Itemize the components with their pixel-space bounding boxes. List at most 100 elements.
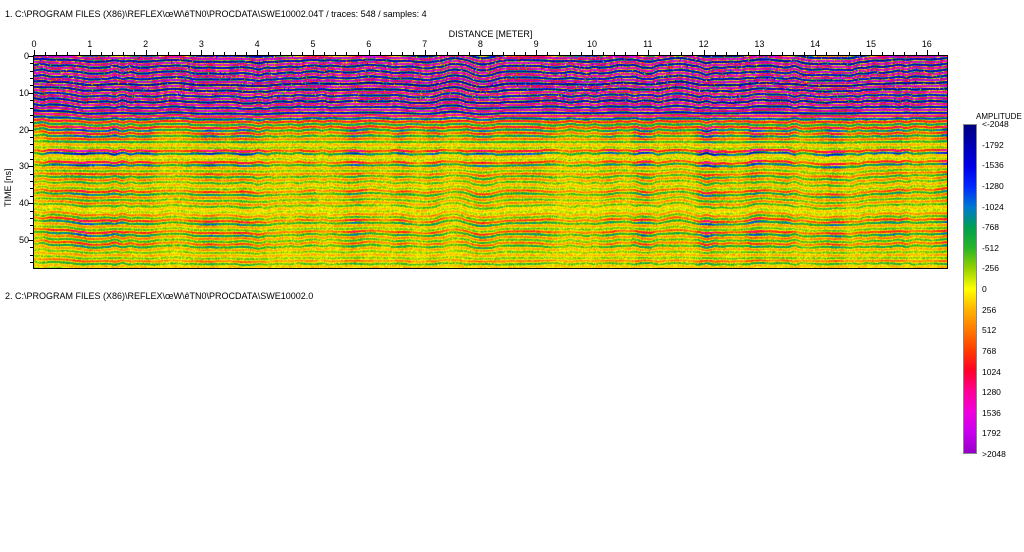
distance-minor-tick — [402, 52, 404, 55]
colorbar-tick-label: -1792 — [982, 139, 1004, 150]
distance-minor-tick — [580, 52, 582, 55]
time-tick-label: 30 — [18, 161, 29, 172]
distance-minor-tick — [547, 52, 549, 55]
distance-tick-mark — [313, 50, 314, 55]
distance-tick-mark — [424, 50, 426, 55]
distance-minor-tick — [804, 52, 806, 55]
distance-tick-mark — [89, 50, 91, 55]
distance-minor-tick — [391, 52, 393, 55]
distance-minor-tick — [45, 52, 47, 55]
distance-minor-tick — [357, 52, 359, 55]
distance-minor-tick — [413, 52, 415, 55]
colorbar-tick-label: 1536 — [982, 407, 1001, 418]
distance-tick-label: 13 — [754, 39, 765, 49]
radargram-frame — [33, 55, 948, 269]
colorbar-tick-label: 256 — [982, 304, 997, 315]
colorbar-tick-label: 1024 — [982, 366, 1001, 377]
distance-tick-label: 0 — [31, 39, 37, 49]
distance-minor-tick — [714, 52, 716, 55]
distance-tick-label: 9 — [533, 39, 539, 49]
distance-tick-label: 11 — [643, 39, 653, 49]
distance-tick-label: 12 — [698, 39, 709, 49]
distance-minor-tick — [223, 52, 225, 55]
radargram-canvas[interactable] — [34, 56, 947, 268]
distance-minor-tick — [614, 52, 616, 55]
colorbar-tick-label: -1536 — [982, 160, 1004, 171]
time-minor-tick — [30, 144, 33, 146]
distance-minor-tick — [379, 52, 381, 55]
colorbar-tick-label: -1280 — [982, 180, 1004, 191]
distance-tick-mark — [201, 50, 203, 55]
distance-minor-tick — [56, 52, 58, 55]
distance-minor-tick — [190, 52, 192, 55]
distance-minor-tick — [156, 52, 158, 55]
distance-minor-tick — [234, 52, 236, 55]
distance-minor-tick — [112, 52, 114, 55]
distance-minor-tick — [859, 52, 861, 55]
distance-tick-label: 7 — [422, 39, 428, 49]
colorbar-tick-label: 512 — [982, 325, 997, 336]
time-minor-tick — [30, 232, 33, 234]
colorbar-tick-label: 768 — [982, 345, 997, 356]
colorbar-tick-label: <-2048 — [982, 119, 1009, 129]
distance-minor-tick — [167, 52, 169, 55]
distance-minor-tick — [446, 52, 448, 55]
distance-tick-mark — [257, 50, 259, 55]
time-minor-tick — [30, 107, 33, 109]
time-tick-mark — [28, 203, 33, 205]
distance-minor-tick — [837, 52, 839, 55]
distance-minor-tick — [781, 52, 783, 55]
distance-minor-tick — [290, 52, 292, 55]
distance-minor-tick — [848, 52, 850, 55]
distance-tick-label: 6 — [366, 39, 372, 49]
colorbar-tick-label: >2048 — [982, 449, 1006, 459]
distance-minor-tick — [826, 52, 828, 55]
distance-tick-mark — [480, 50, 482, 55]
distance-tick-label: 16 — [921, 39, 932, 49]
distance-minor-tick — [458, 52, 460, 55]
distance-tick-label: 3 — [198, 39, 204, 49]
distance-tick-label: 15 — [865, 39, 876, 49]
distance-minor-tick — [636, 52, 638, 55]
distance-minor-tick — [692, 52, 694, 55]
distance-minor-tick — [324, 52, 326, 55]
distance-minor-tick — [937, 52, 939, 55]
distance-minor-tick — [558, 52, 560, 55]
distance-minor-tick — [268, 52, 270, 55]
distance-tick-label: 1 — [87, 39, 93, 49]
distance-tick-mark — [759, 50, 761, 55]
time-tick-label: 0 — [23, 51, 29, 61]
time-minor-tick — [30, 136, 33, 138]
time-tick-mark — [28, 240, 33, 241]
profile2-path-label: 2. C:\PROGRAM FILES (X86)\REFLEX\œW\êTN0… — [5, 291, 314, 301]
distance-minor-tick — [670, 52, 672, 55]
time-minor-tick — [30, 100, 33, 102]
distance-tick-label: 4 — [254, 39, 260, 49]
distance-tick-label: 10 — [586, 39, 597, 49]
distance-minor-tick — [279, 52, 281, 55]
distance-tick-label: 5 — [310, 39, 316, 49]
distance-tick-mark — [536, 50, 538, 55]
distance-minor-tick — [134, 52, 136, 55]
distance-minor-tick — [301, 52, 303, 55]
distance-minor-tick — [737, 52, 739, 55]
distance-minor-tick — [335, 52, 337, 55]
distance-minor-tick — [603, 52, 605, 55]
colorbar-tick-label: -768 — [982, 222, 1000, 233]
distance-minor-tick — [792, 52, 794, 55]
distance-minor-tick — [770, 52, 772, 55]
distance-minor-tick — [346, 52, 348, 55]
time-minor-tick — [30, 63, 33, 65]
time-tick-label: 50 — [18, 235, 29, 245]
distance-tick-mark — [368, 50, 370, 55]
colorbar-tick-label: 1280 — [982, 387, 1001, 398]
time-tick-label: 10 — [18, 87, 29, 98]
distance-tick-mark — [703, 50, 705, 55]
distance-minor-tick — [435, 52, 437, 55]
distance-tick-label: 8 — [477, 39, 483, 49]
distance-minor-tick — [915, 52, 917, 55]
distance-axis-title: DISTANCE [METER] — [448, 29, 533, 39]
colorbar-tick-label: 0 — [982, 284, 987, 294]
colorbar-title: AMPLITUDE — [976, 112, 1022, 121]
time-tick-label: 40 — [18, 198, 29, 209]
